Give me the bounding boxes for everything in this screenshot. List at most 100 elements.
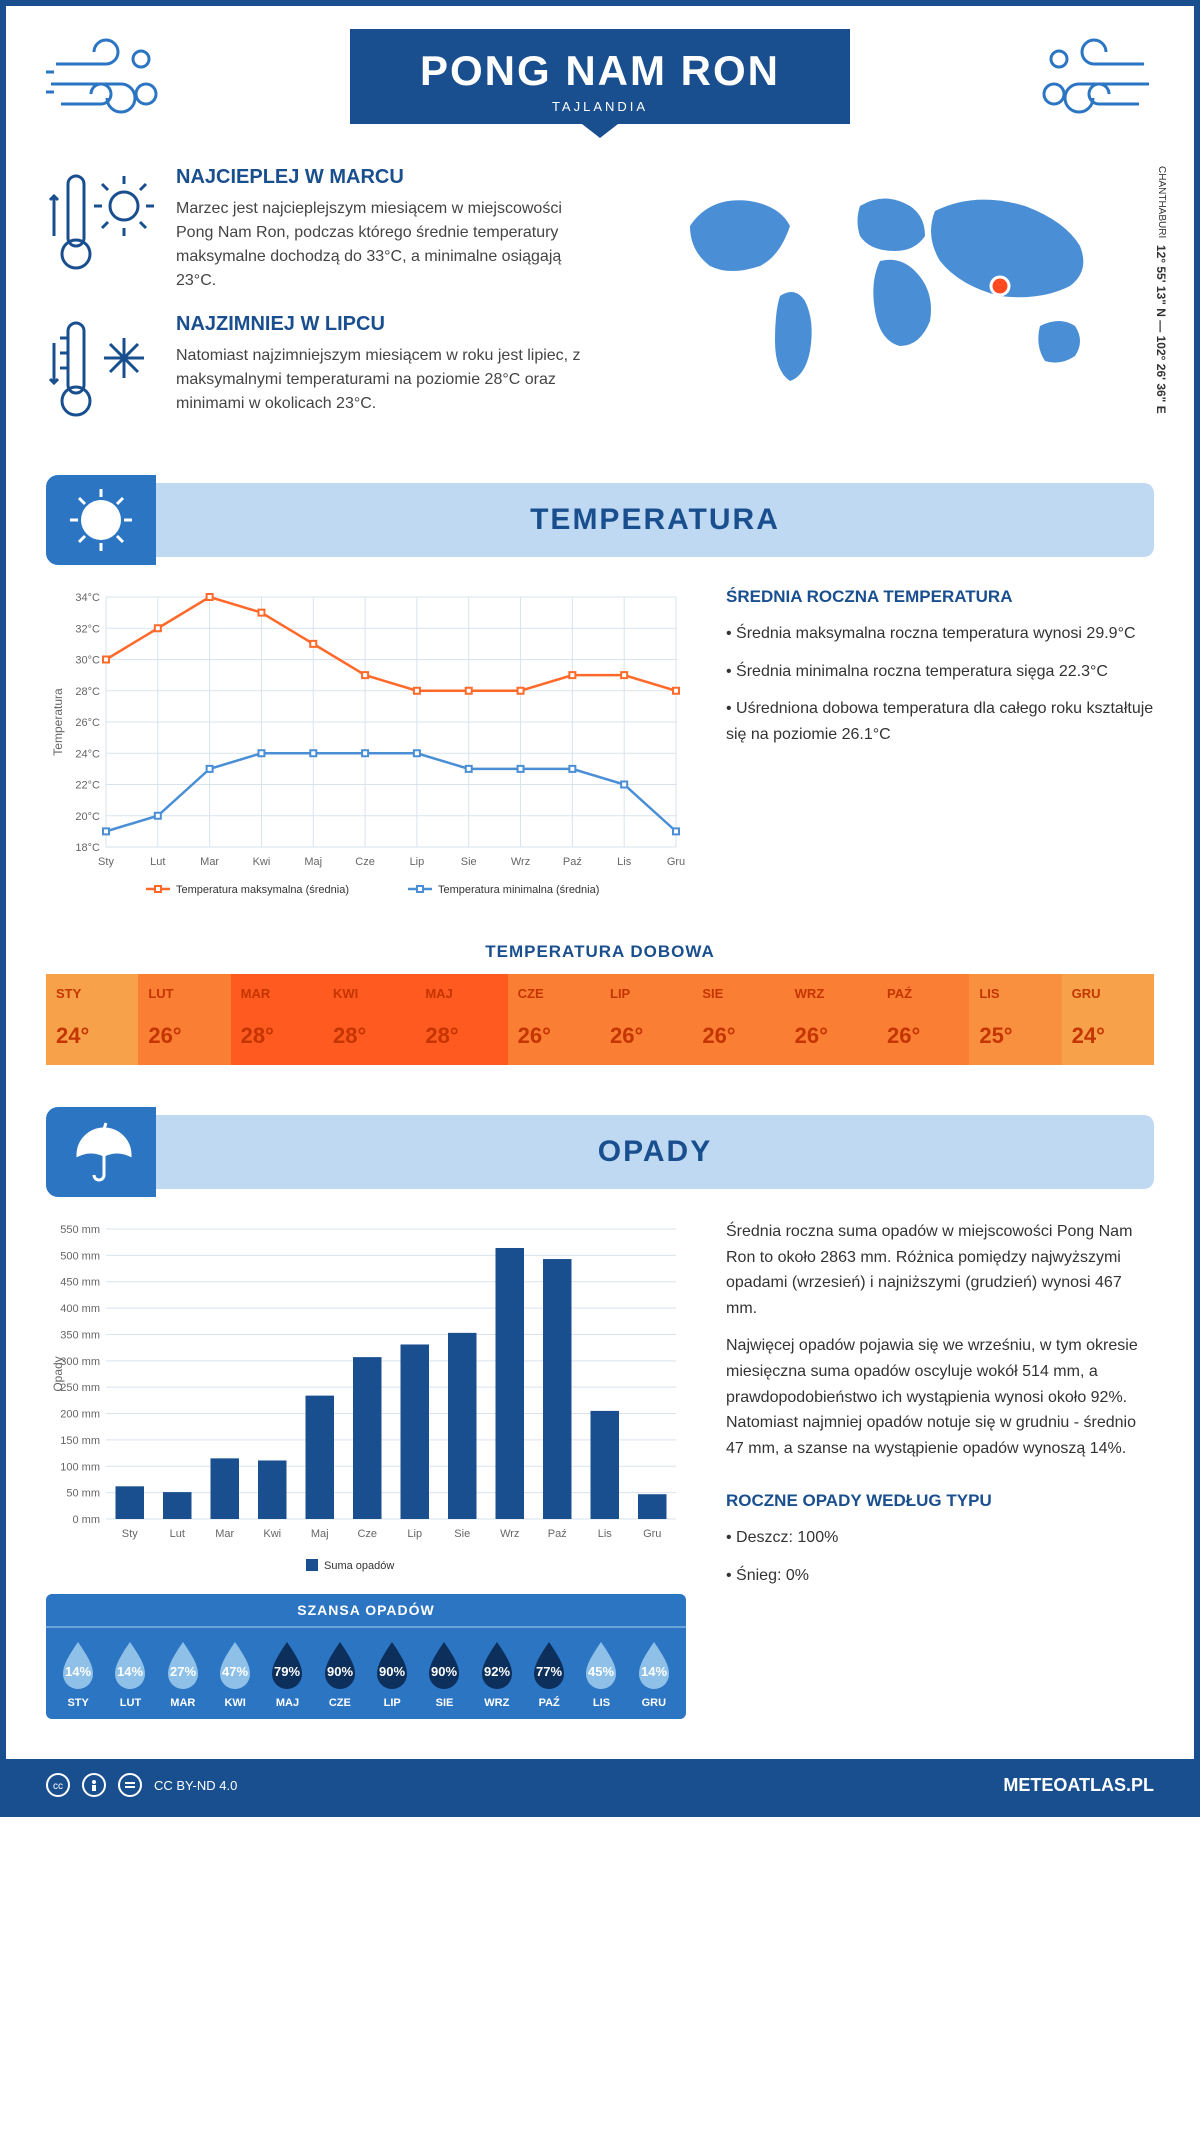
temp-daily-value: 28° <box>415 1013 507 1065</box>
svg-text:Kwi: Kwi <box>253 856 271 868</box>
svg-text:26°C: 26°C <box>75 717 100 729</box>
svg-text:Lis: Lis <box>617 856 632 868</box>
temp-daily-value: 28° <box>323 1013 415 1065</box>
svg-text:Cze: Cze <box>355 856 375 868</box>
precip-chance-drop: 14%GRU <box>628 1638 680 1709</box>
temp-daily-month: GRU <box>1062 974 1154 1013</box>
warmest-heading: NAJCIEPLEJ W MARCU <box>176 166 586 189</box>
svg-text:Temperatura maksymalna (średni: Temperatura maksymalna (średnia) <box>176 884 349 896</box>
svg-text:Lip: Lip <box>410 856 425 868</box>
svg-text:24°C: 24°C <box>75 748 100 760</box>
temp-daily-value: 26° <box>600 1013 692 1065</box>
coldest-heading: NAJZIMNIEJ W LIPCU <box>176 313 586 336</box>
precip-section-title: OPADY <box>156 1135 1154 1169</box>
temp-daily-value: 26° <box>877 1013 969 1065</box>
site-name: METEOATLAS.PL <box>1003 1775 1154 1796</box>
svg-text:77%: 77% <box>536 1664 562 1679</box>
svg-text:Temperatura minimalna (średnia: Temperatura minimalna (średnia) <box>438 884 599 896</box>
svg-text:150 mm: 150 mm <box>60 1435 100 1447</box>
temp-daily-table: STYLUTMARKWIMAJCZELIPSIEWRZPAŹLISGRU24°2… <box>46 974 1154 1065</box>
page-title: PONG NAM RON <box>420 47 780 95</box>
wind-icon <box>46 34 166 124</box>
svg-text:250 mm: 250 mm <box>60 1382 100 1394</box>
svg-text:Paź: Paź <box>548 1528 567 1540</box>
temp-daily-value: 26° <box>692 1013 784 1065</box>
svg-text:Sty: Sty <box>122 1528 138 1540</box>
svg-text:27%: 27% <box>170 1664 196 1679</box>
svg-text:Suma opadów: Suma opadów <box>324 1560 394 1572</box>
temp-section-title: TEMPERATURA <box>156 503 1154 537</box>
coldest-body: Natomiast najzimniejszym miesiącem w rok… <box>176 344 586 416</box>
precip-chance-drop: 45%LIS <box>575 1638 627 1709</box>
svg-text:Lis: Lis <box>598 1528 613 1540</box>
thermometer-hot-icon <box>46 166 156 276</box>
svg-text:30°C: 30°C <box>75 655 100 667</box>
svg-text:450 mm: 450 mm <box>60 1277 100 1289</box>
thermometer-cold-icon <box>46 313 156 423</box>
svg-text:14%: 14% <box>641 1664 667 1679</box>
svg-text:79%: 79% <box>274 1664 300 1679</box>
coordinates: CHANTHABURI 12° 55' 13" N — 102° 26' 36"… <box>1154 166 1168 414</box>
svg-text:22°C: 22°C <box>75 780 100 792</box>
precip-sidebar: Średnia roczna suma opadów w miejscowośc… <box>726 1219 1154 1719</box>
svg-text:34°C: 34°C <box>75 592 100 604</box>
sun-icon <box>66 485 136 555</box>
temp-daily-month: MAJ <box>415 974 507 1013</box>
svg-text:14%: 14% <box>117 1664 143 1679</box>
temp-daily-value: 26° <box>785 1013 877 1065</box>
precip-chance-drop: 79%MAJ <box>261 1638 313 1709</box>
svg-text:500 mm: 500 mm <box>60 1250 100 1262</box>
temp-daily-heading: TEMPERATURA DOBOWA <box>46 942 1154 962</box>
by-icon <box>82 1773 106 1797</box>
temp-daily-value: 24° <box>46 1013 138 1065</box>
temp-daily-month: MAR <box>231 974 323 1013</box>
svg-text:200 mm: 200 mm <box>60 1409 100 1421</box>
precip-chance-box: SZANSA OPADÓW 14%STY14%LUT27%MAR47%KWI79… <box>46 1594 686 1719</box>
svg-text:28°C: 28°C <box>75 686 100 698</box>
temp-daily-month: WRZ <box>785 974 877 1013</box>
svg-text:50 mm: 50 mm <box>66 1488 100 1500</box>
temp-daily-month: PAŹ <box>877 974 969 1013</box>
svg-text:90%: 90% <box>431 1664 457 1679</box>
svg-text:0 mm: 0 mm <box>73 1514 101 1526</box>
precip-chance-drop: 90%CZE <box>314 1638 366 1709</box>
temp-sidebar: ŚREDNIA ROCZNA TEMPERATURA • Średnia mak… <box>726 587 1154 912</box>
svg-text:Sty: Sty <box>98 856 114 868</box>
warmest-block: NAJCIEPLEJ W MARCU Marzec jest najcieple… <box>46 166 586 293</box>
svg-text:Lut: Lut <box>170 1528 185 1540</box>
svg-text:Wrz: Wrz <box>500 1528 519 1540</box>
svg-text:20°C: 20°C <box>75 811 100 823</box>
temp-daily-month: CZE <box>508 974 600 1013</box>
precip-chance-drop: 14%LUT <box>104 1638 156 1709</box>
svg-text:Gru: Gru <box>667 856 685 868</box>
page-header: PONG NAM RON TAJLANDIA <box>46 6 1154 146</box>
warmest-body: Marzec jest najcieplejszym miesiącem w m… <box>176 197 586 293</box>
coldest-block: NAJZIMNIEJ W LIPCU Natomiast najzimniejs… <box>46 313 586 423</box>
temp-daily-value: 26° <box>138 1013 230 1065</box>
svg-text:47%: 47% <box>222 1664 248 1679</box>
temp-daily-month: LIP <box>600 974 692 1013</box>
svg-text:Cze: Cze <box>357 1528 377 1540</box>
svg-text:Maj: Maj <box>311 1528 329 1540</box>
temp-daily-month: KWI <box>323 974 415 1013</box>
svg-text:Mar: Mar <box>215 1528 234 1540</box>
svg-text:550 mm: 550 mm <box>60 1224 100 1236</box>
license-text: CC BY-ND 4.0 <box>154 1778 237 1793</box>
temp-daily-value: 26° <box>508 1013 600 1065</box>
temperature-chart: 18°C20°C22°C24°C26°C28°C30°C32°C34°CStyL… <box>46 587 686 907</box>
svg-text:Maj: Maj <box>304 856 322 868</box>
svg-text:18°C: 18°C <box>75 842 100 854</box>
section-temperature: TEMPERATURA <box>46 483 1154 557</box>
temp-daily-month: STY <box>46 974 138 1013</box>
svg-text:92%: 92% <box>484 1664 510 1679</box>
svg-text:Kwi: Kwi <box>263 1528 281 1540</box>
svg-text:14%: 14% <box>65 1664 91 1679</box>
precip-chance-drop: 47%KWI <box>209 1638 261 1709</box>
umbrella-icon <box>66 1117 136 1187</box>
svg-text:300 mm: 300 mm <box>60 1356 100 1368</box>
section-precipitation: OPADY <box>46 1115 1154 1189</box>
svg-text:400 mm: 400 mm <box>60 1303 100 1315</box>
temp-daily-month: LUT <box>138 974 230 1013</box>
svg-text:Lut: Lut <box>150 856 165 868</box>
svg-text:45%: 45% <box>588 1664 614 1679</box>
